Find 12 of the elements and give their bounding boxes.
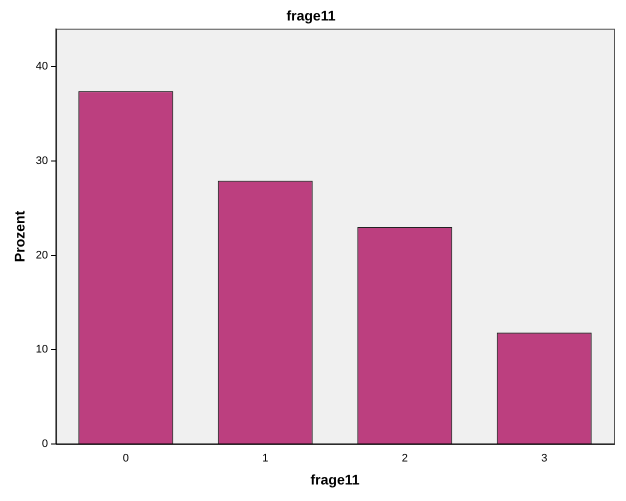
y-tick-label: 30 (36, 154, 48, 167)
y-tick-label: 10 (36, 344, 48, 356)
x-tick-label: 3 (541, 452, 548, 465)
y-tick-label: 0 (42, 438, 48, 450)
y-tick-label: 40 (36, 60, 48, 73)
x-axis-title: frage11 (310, 471, 360, 488)
x-tick-label: 2 (402, 452, 408, 465)
y-tick-label: 20 (36, 249, 48, 262)
y-axis-title: Prozent (11, 210, 28, 262)
x-tick-label: 0 (122, 452, 129, 465)
x-tick-label: 1 (262, 452, 268, 465)
chart-title: frage11 (286, 7, 336, 24)
